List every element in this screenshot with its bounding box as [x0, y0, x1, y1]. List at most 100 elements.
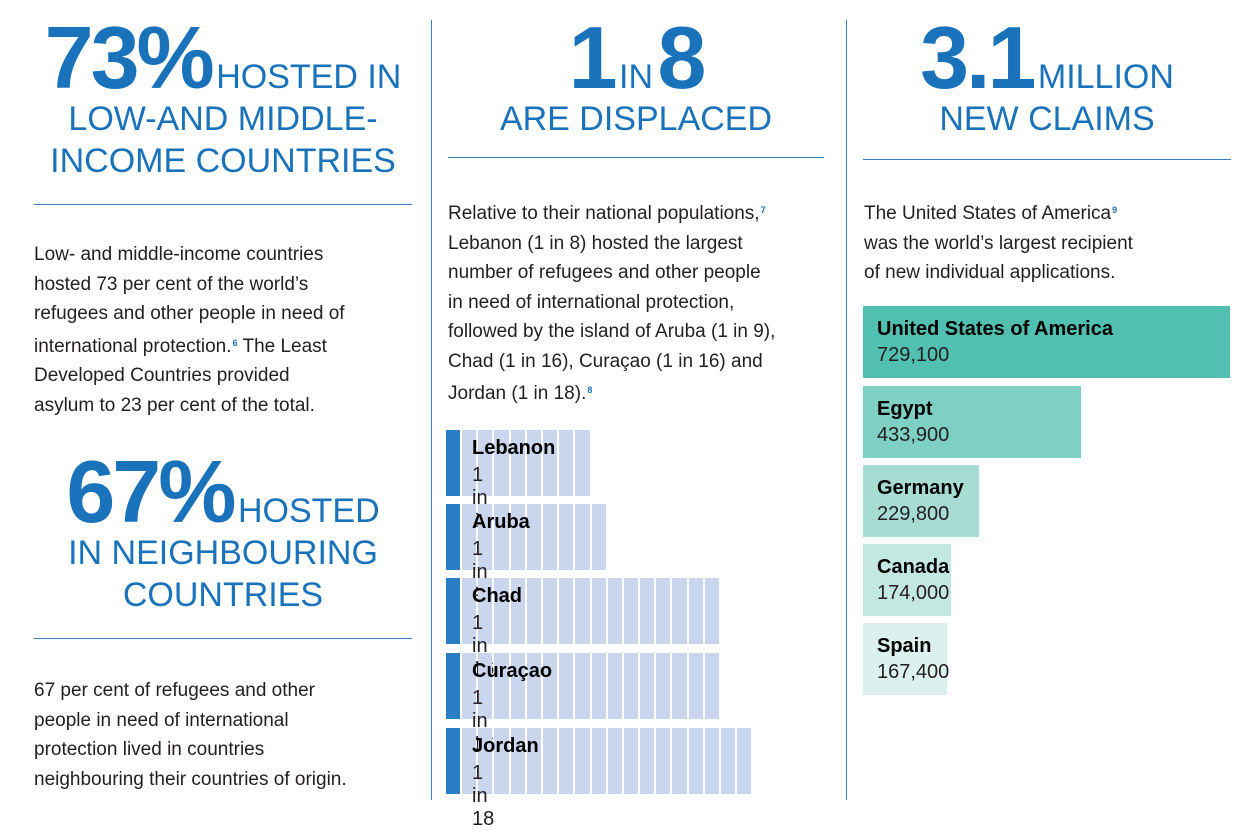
ratio-cell	[510, 430, 525, 496]
claim-value: 729,100	[877, 344, 950, 366]
rule	[34, 638, 412, 639]
bar-accent	[446, 578, 460, 644]
stat-low-middle-income: 73% HOSTED IN LOW-AND MIDDLE- INCOME COU…	[34, 14, 412, 180]
text-line: 67 per cent of refugees and other	[34, 680, 315, 701]
ratio-cells	[462, 504, 606, 570]
ratio-country: Jordan	[472, 735, 539, 757]
text-line: The United States of America9	[864, 196, 1234, 229]
stat-line: INCOME COUNTRIES	[50, 142, 396, 180]
stat-line: IN NEIGHBOURING	[68, 534, 378, 572]
stat-line: ARE DISPLACED	[499, 100, 773, 138]
text-span: Jordan (1 in 18).	[448, 383, 587, 404]
ratio-cell	[494, 578, 509, 644]
ratio-cell	[656, 653, 671, 719]
ratio-cell	[478, 504, 493, 570]
stat-lead: HOSTED IN	[216, 58, 402, 96]
claim-country: Germany	[877, 477, 964, 499]
ratio-country: Lebanon	[472, 437, 556, 459]
ratio-cell	[575, 653, 590, 719]
ratio-cell	[542, 504, 558, 570]
rule	[863, 159, 1231, 160]
column-divider-right	[846, 20, 847, 800]
text-span: international protection.	[34, 335, 232, 357]
claim-country: Canada	[877, 556, 950, 578]
text-line: Low- and middle-income countries	[34, 244, 324, 265]
ratio-cell	[462, 504, 477, 570]
ratio-cell	[494, 504, 509, 570]
text-line: refugees and other people in need of	[34, 303, 345, 324]
ratio-country: Chad	[472, 585, 522, 607]
ratio-cell	[559, 653, 574, 719]
ratio-cell	[478, 430, 493, 496]
ratio-cell	[542, 653, 558, 719]
claim-bar-germany: Germany 229,800	[863, 465, 979, 537]
stat-line: LOW-AND MIDDLE-	[68, 100, 378, 138]
ratio-cell	[575, 578, 590, 644]
stat-line: COUNTRIES	[122, 576, 324, 614]
stat-neighbouring: 67% HOSTED IN NEIGHBOURING COUNTRIES	[34, 448, 412, 614]
rule	[34, 204, 412, 205]
footnote-ref: 7	[760, 205, 766, 215]
ratio-cell	[462, 653, 477, 719]
ratio-cell	[721, 728, 736, 794]
ratio-cell	[672, 653, 687, 719]
stat-number: 3.1	[920, 8, 1036, 107]
bar-accent	[446, 653, 460, 719]
ratio-cell	[462, 728, 477, 794]
ratio-cell	[478, 578, 493, 644]
ratio-cells	[462, 430, 590, 496]
ratio-cell	[575, 430, 590, 496]
stat-new-claims: 3.1 MILLION NEW CLAIMS	[863, 14, 1231, 137]
claim-bar-usa: United States of America 729,100	[863, 306, 1230, 378]
text-line: Chad (1 in 16), Curaçao (1 in 16) and	[448, 350, 763, 372]
stat-lead: MILLION	[1037, 58, 1174, 96]
text-line: in need of international protection,	[448, 291, 735, 313]
ratio-cell	[526, 653, 541, 719]
text-span: Relative to their national populations,	[448, 203, 760, 224]
claim-bar-egypt: Egypt 433,900	[863, 386, 1081, 458]
paragraph-largest-recipient: The United States of America9 was the wo…	[864, 196, 1234, 288]
footnote-ref: 6	[232, 337, 238, 348]
ratio-cell	[688, 653, 703, 719]
claim-country: Egypt	[877, 398, 933, 420]
ratio-cell	[575, 728, 590, 794]
text-line: was the world’s largest recipient	[864, 232, 1133, 254]
ratio-cell	[704, 578, 719, 644]
ratio-cell	[462, 430, 477, 496]
claim-value: 229,800	[877, 503, 950, 525]
stat-lead: IN	[619, 58, 653, 96]
paragraph-neighbouring: 67 per cent of refugees and other people…	[34, 676, 419, 794]
ratio-country: Aruba	[472, 511, 530, 533]
paragraph-low-middle-income: Low- and middle-income countries hosted …	[34, 240, 419, 420]
text-span: The United States of America	[864, 203, 1112, 224]
text-line: international protection.6 The Least	[34, 329, 419, 362]
ratio-cell	[640, 653, 655, 719]
claim-bar-canada: Canada 174,000	[863, 544, 951, 616]
bar-accent	[446, 430, 460, 496]
ratio-cell	[510, 653, 525, 719]
text-line: hosted 73 per cent of the world’s	[34, 273, 309, 295]
stat-number: 73%	[44, 8, 215, 107]
ratio-cell	[591, 653, 606, 719]
ratio-cell	[672, 728, 687, 794]
paragraph-relative-population: Relative to their national populations,7…	[448, 196, 838, 409]
bar-accent	[446, 728, 460, 794]
ratio-cell	[559, 728, 574, 794]
stat-lead: HOSTED	[237, 492, 380, 530]
rule	[448, 157, 824, 158]
ratio-cell	[688, 578, 703, 644]
ratio-cell	[640, 728, 655, 794]
ratio-cell	[607, 653, 622, 719]
text-line: protection lived in countries	[34, 739, 265, 760]
ratio-cell	[672, 578, 687, 644]
ratio-value: 1 in 8	[472, 464, 488, 532]
ratio-cell	[623, 653, 639, 719]
ratio-cell	[478, 653, 493, 719]
footnote-ref: 9	[1112, 205, 1118, 215]
ratio-cell	[559, 578, 574, 644]
column-divider-left	[431, 20, 432, 800]
text-span: The Least	[237, 335, 327, 357]
text-line: Relative to their national populations,7	[448, 196, 838, 229]
text-line: number of refugees and other people	[448, 262, 761, 283]
text-line: Jordan (1 in 18).8	[448, 376, 838, 409]
